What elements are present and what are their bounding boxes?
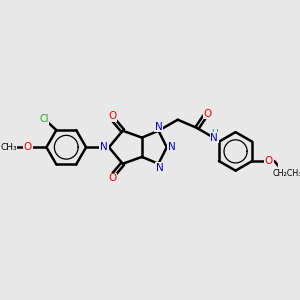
Text: N: N: [211, 133, 218, 142]
Text: N: N: [156, 163, 164, 173]
Text: Cl: Cl: [39, 114, 49, 124]
Text: O: O: [265, 156, 273, 166]
Text: CH₃: CH₃: [0, 143, 17, 152]
Text: O: O: [108, 173, 117, 183]
Text: N: N: [100, 142, 108, 152]
Text: N: N: [154, 122, 162, 132]
Text: O: O: [203, 109, 211, 119]
Text: CH₂CH₃: CH₂CH₃: [273, 169, 300, 178]
Text: O: O: [24, 142, 32, 152]
Text: O: O: [108, 111, 117, 121]
Text: H: H: [211, 129, 218, 138]
Text: N: N: [168, 142, 176, 152]
